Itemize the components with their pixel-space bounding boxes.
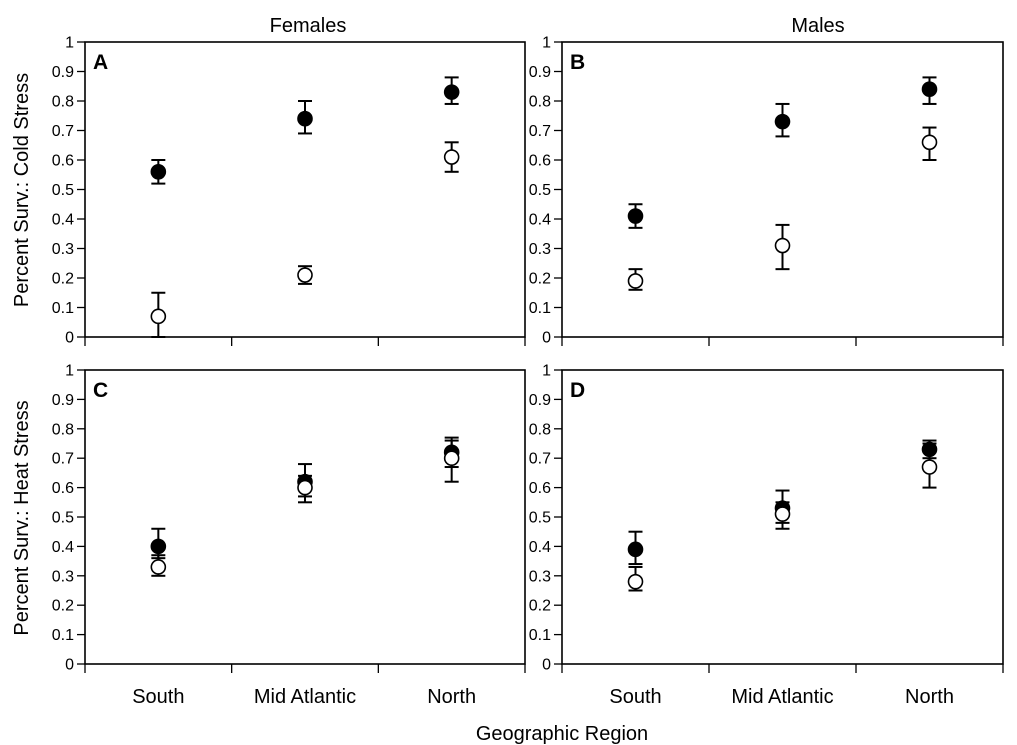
y-tick-label: 0.1 <box>52 300 74 317</box>
y-tick-label: 0.8 <box>529 94 551 111</box>
x-category-label: South <box>609 686 661 708</box>
y-tick-label: 0.4 <box>529 539 551 556</box>
data-point <box>921 134 938 151</box>
panel-d: D 0 0.1 0.2 0.3 0.4 0.5 0.6 0.7 0.8 0.9 1 South Mid A… <box>529 363 1004 708</box>
panels: A 0 0.1 0.2 0.3 0.4 0.5 0.6 0.7 0.8 0.9 1 B 0 0.1 0.2 0.… <box>52 35 1004 708</box>
data-point <box>627 273 644 289</box>
y-tick-label: 0.3 <box>52 241 74 258</box>
y-tick-label: 0.8 <box>529 421 551 438</box>
panel-letter: C <box>93 379 108 402</box>
y-tick-label: 0.9 <box>52 392 74 409</box>
series-open <box>627 126 938 291</box>
y-tick-label: 0.6 <box>52 153 74 170</box>
y-tick-label: 0.9 <box>529 64 551 81</box>
data-point <box>627 541 644 558</box>
panel-letter: A <box>93 51 108 74</box>
y-tick-label: 0.1 <box>529 300 551 317</box>
y-tick-label: 0.7 <box>52 123 74 140</box>
column-title-males: Males <box>791 15 844 37</box>
series-open <box>627 442 938 592</box>
y-tick-label: 0.3 <box>529 241 551 258</box>
y-tick-label: 1 <box>65 363 74 380</box>
data-point <box>443 149 460 165</box>
y-tick-label: 0.4 <box>529 212 551 229</box>
panel-frame <box>84 369 526 665</box>
data-point <box>443 84 460 100</box>
y-tick-label: 0.7 <box>52 451 74 468</box>
panel-letter: B <box>570 51 585 74</box>
x-category-label: Mid Atlantic <box>254 686 356 708</box>
data-point <box>774 113 791 130</box>
y-tick-label: 0.9 <box>529 392 551 409</box>
y-axis-title-heat: Percent Surv.: Heat Stress <box>11 400 33 635</box>
y-tick-label: 0.2 <box>52 598 74 615</box>
data-point <box>150 538 167 555</box>
y-tick-label: 1 <box>542 363 551 380</box>
y-tick-label: 0.1 <box>52 627 74 644</box>
data-point <box>627 573 644 590</box>
y-tick-label: 0 <box>542 657 551 674</box>
y-tick-label: 0.2 <box>52 271 74 288</box>
series-open <box>150 141 460 338</box>
y-tick-label: 1 <box>542 35 551 52</box>
y-tick-label: 0.4 <box>52 212 74 229</box>
series-filled <box>627 76 938 229</box>
y-tick-label: 0.7 <box>529 123 551 140</box>
x-axis-title: Geographic Region <box>476 723 648 745</box>
x-category-label: North <box>905 686 954 708</box>
y-tick-label: 0.6 <box>529 153 551 170</box>
data-point <box>150 559 167 575</box>
x-category-label: South <box>132 686 184 708</box>
data-point <box>297 110 313 127</box>
panel-frame <box>561 41 1004 338</box>
series-open <box>150 439 460 577</box>
panel-a: A 0 0.1 0.2 0.3 0.4 0.5 0.6 0.7 0.8 0.9 1 <box>52 35 526 347</box>
y-tick-label: 0.6 <box>52 480 74 497</box>
data-point <box>921 81 938 97</box>
y-tick-label: 0 <box>542 330 551 347</box>
y-tick-label: 0.8 <box>52 421 74 438</box>
y-tick-label: 0.5 <box>52 510 74 527</box>
data-point <box>627 208 644 224</box>
x-category-label: Mid Atlantic <box>731 686 833 708</box>
y-tick-label: 0.2 <box>529 271 551 288</box>
x-category-label: North <box>427 686 476 708</box>
y-axis-title-cold: Percent Surv.: Cold Stress <box>11 73 33 307</box>
y-tick-label: 0.1 <box>529 627 551 644</box>
data-point <box>150 164 167 180</box>
panel-letter: D <box>570 379 585 402</box>
y-tick-label: 0.7 <box>529 451 551 468</box>
y-tick-label: 0.6 <box>529 480 551 497</box>
data-point <box>774 237 791 254</box>
y-tick-label: 0.3 <box>529 568 551 585</box>
column-title-females: Females <box>270 15 347 37</box>
y-tick-label: 0.4 <box>52 539 74 556</box>
data-point <box>921 459 938 475</box>
y-tick-label: 0.9 <box>52 64 74 81</box>
y-tick-label: 0.5 <box>529 510 551 527</box>
series-filled <box>150 76 460 185</box>
panel-frame <box>84 41 526 338</box>
data-point <box>774 506 791 522</box>
data-point <box>297 479 313 496</box>
panel-b: B 0 0.1 0.2 0.3 0.4 0.5 0.6 0.7 0.8 0.9 1 <box>529 35 1004 347</box>
y-tick-label: 0.5 <box>52 182 74 199</box>
y-tick-label: 0 <box>65 330 74 347</box>
panel-c: C 0 0.1 0.2 0.3 0.4 0.5 0.6 0.7 0.8 0.9 1 South Mid A… <box>52 363 526 708</box>
y-tick-label: 0.8 <box>52 94 74 111</box>
data-point <box>297 267 313 283</box>
y-tick-label: 0.5 <box>529 182 551 199</box>
y-tick-label: 0.3 <box>52 568 74 585</box>
data-point <box>443 450 460 467</box>
y-tick-label: 1 <box>65 35 74 52</box>
y-tick-label: 0 <box>65 657 74 674</box>
data-point <box>150 308 167 325</box>
y-tick-label: 0.2 <box>529 598 551 615</box>
